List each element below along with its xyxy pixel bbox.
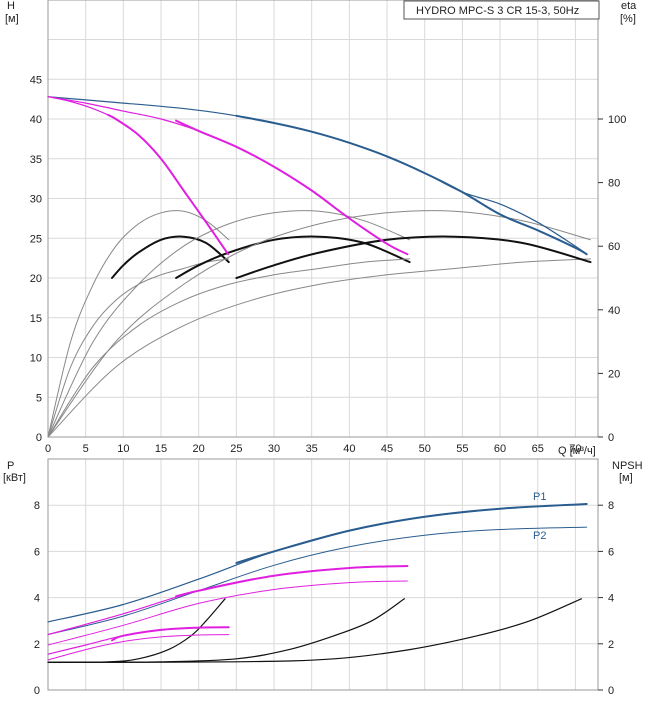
- bottom-frame: [47, 458, 599, 691]
- npsh-tick-label: 4: [608, 593, 614, 605]
- power-curve: [111, 626, 230, 642]
- p-axis-unit: [кВт]: [3, 472, 26, 484]
- power-curve: [47, 580, 408, 646]
- h-tick-label: 30: [30, 194, 42, 206]
- efficiency-curve: [235, 235, 592, 279]
- efficiency-curve: [47, 210, 230, 438]
- npsh-tick-label: 6: [608, 546, 614, 558]
- power-curve: [175, 565, 409, 598]
- npsh-curve: [47, 598, 405, 663]
- p-tick-label: 0: [34, 685, 40, 697]
- q-tick-label: 60: [494, 443, 506, 455]
- top-grid: [47, 0, 599, 438]
- efficiency-curve: [47, 210, 591, 438]
- series-label-p2: P2: [533, 530, 546, 542]
- chart-title: HYDRO MPC-S 3 CR 15-3, 50Hz: [416, 5, 579, 17]
- p-tick-label: 6: [34, 546, 40, 558]
- h-tick-label: 10: [30, 353, 42, 365]
- power-curve: [47, 634, 230, 661]
- h-tick-label: 25: [30, 233, 42, 245]
- npsh-axis-label: NPSH: [612, 460, 643, 472]
- head-curve: [235, 114, 588, 256]
- q-tick-label: 50: [419, 443, 431, 455]
- q-tick-label: 20: [193, 443, 205, 455]
- q-tick-label: 55: [456, 443, 468, 455]
- eta-tick-label: 80: [608, 178, 620, 190]
- head-curve: [175, 119, 409, 256]
- q-tick-label: 35: [306, 443, 318, 455]
- power-curve: [47, 526, 588, 636]
- q-tick-label: 15: [155, 443, 167, 455]
- h-tick-label: 35: [30, 154, 42, 166]
- eta-tick-label: 60: [608, 241, 620, 253]
- efficiency-curve: [47, 258, 411, 438]
- power-curve: [47, 503, 588, 623]
- p-tick-label: 4: [34, 593, 40, 605]
- power-curve: [47, 565, 408, 636]
- top-curves: [47, 96, 592, 438]
- q-tick-label: 40: [343, 443, 355, 455]
- top-frame: [47, 0, 599, 438]
- q-tick-label: 30: [268, 443, 280, 455]
- efficiency-curve: [47, 258, 591, 438]
- eta-tick-label: 100: [608, 114, 626, 126]
- h-axis-unit: [м]: [5, 13, 19, 25]
- eta-tick-label: 0: [608, 432, 614, 444]
- npsh-axis-unit: [м]: [619, 472, 633, 484]
- npsh-tick-label: 8: [608, 500, 614, 512]
- h-tick-label: 45: [30, 74, 42, 86]
- bottom-curves: [47, 503, 588, 663]
- eta-axis-label: eta: [621, 0, 637, 12]
- head-curve: [47, 96, 588, 255]
- q-tick-label: 10: [117, 443, 129, 455]
- q-tick-label: 70: [569, 443, 581, 455]
- h-tick-label: 15: [30, 313, 42, 325]
- eta-tick-label: 20: [608, 368, 620, 380]
- h-axis-label: H: [7, 0, 15, 12]
- p-tick-label: 2: [34, 639, 40, 651]
- q-tick-label: 25: [230, 443, 242, 455]
- efficiency-curve: [47, 258, 230, 438]
- p-tick-label: 8: [34, 500, 40, 512]
- npsh-curve: [47, 598, 582, 663]
- h-tick-label: 20: [30, 273, 42, 285]
- power-curve: [47, 626, 230, 655]
- h-tick-label: 5: [36, 392, 42, 404]
- series-label-p1: P1: [533, 491, 546, 503]
- q-tick-label: 0: [45, 443, 51, 455]
- eta-axis-unit: [%]: [620, 13, 636, 25]
- q-tick-label: 5: [83, 443, 89, 455]
- head-curve: [107, 114, 230, 256]
- h-tick-label: 0: [36, 432, 42, 444]
- npsh-tick-label: 2: [608, 639, 614, 651]
- eta-tick-label: 40: [608, 305, 620, 317]
- q-tick-label: 65: [532, 443, 544, 455]
- efficiency-curve: [111, 235, 230, 279]
- head-curve: [47, 96, 408, 255]
- p-axis-label: P: [7, 460, 14, 472]
- q-axis-label: Q [м³/ч]: [558, 445, 596, 457]
- npsh-tick-label: 0: [608, 685, 614, 697]
- title-box: HYDRO MPC-S 3 CR 15-3, 50Hz: [403, 0, 600, 20]
- power-curve: [235, 503, 588, 564]
- head-curve: [47, 96, 229, 255]
- bottom-grid: [47, 458, 599, 691]
- q-tick-label: 45: [381, 443, 393, 455]
- h-tick-label: 40: [30, 114, 42, 126]
